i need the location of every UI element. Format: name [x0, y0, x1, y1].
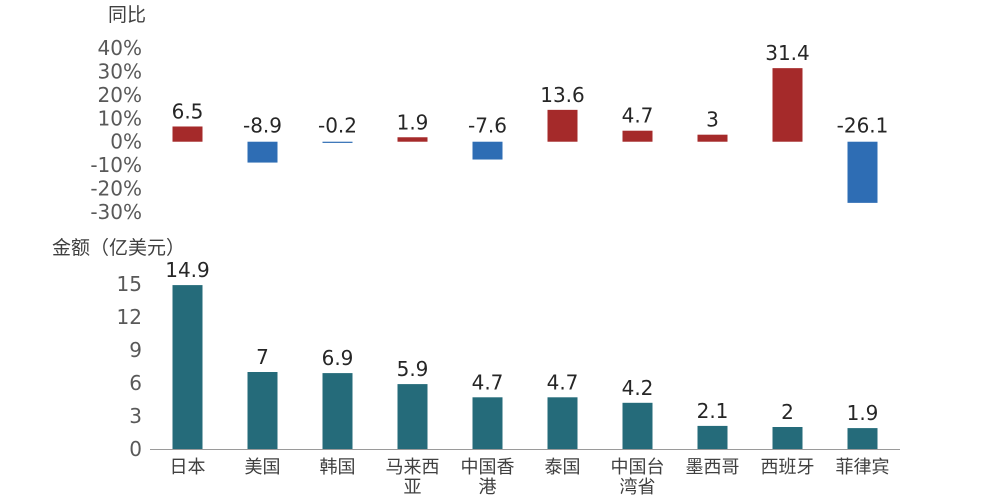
amount-data-label: 4.7 [472, 370, 504, 394]
category-label: 马来西亚 [386, 457, 440, 498]
yoy-data-label: -26.1 [837, 114, 889, 138]
yoy-data-label: 3 [706, 108, 719, 132]
amount-bar [247, 372, 278, 449]
category-label: 菲律宾 [836, 457, 890, 478]
amount-data-label: 2.1 [697, 399, 729, 423]
yoy-bar [172, 126, 203, 142]
category-label: 西班牙 [761, 457, 815, 478]
yoy-bar [622, 130, 653, 142]
yoy-tick-label: -10% [90, 153, 142, 177]
yoy-tick-label: 10% [98, 106, 142, 130]
amount-data-label: 2 [781, 400, 794, 424]
amount-bar [772, 427, 803, 449]
amount-bar [622, 402, 653, 449]
yoy-data-label: 4.7 [622, 104, 654, 128]
yoy-data-label: 13.6 [540, 83, 585, 107]
yoy-bar [547, 109, 578, 142]
amount-tick-label: 12 [117, 305, 142, 329]
amount-bar-chart: 15 12 9 6 3 0 14.9 7 6.9 5.9 4.7 4.7 4.2 2.1 2 1.9 日本 美国 韩… [117, 258, 900, 498]
yoy-bar [847, 141, 878, 203]
yoy-data-label: -0.2 [318, 114, 357, 138]
amount-bar [397, 384, 428, 449]
yoy-tick-label: 30% [98, 59, 142, 83]
yoy-tick-label: 20% [98, 83, 142, 107]
yoy-bar [772, 68, 803, 142]
amount-data-label: 5.9 [397, 357, 429, 381]
yoy-tick-label: -30% [90, 200, 142, 224]
category-label: 泰国 [545, 457, 581, 478]
category-label: 墨西哥 [686, 457, 740, 478]
yoy-tick-label: -20% [90, 177, 142, 201]
amount-tick-label: 0 [129, 437, 142, 461]
category-label: 中国香港 [461, 457, 515, 498]
yoy-data-label: -8.9 [243, 114, 282, 138]
yoy-data-label: 31.4 [765, 41, 810, 65]
amount-tick-label: 3 [129, 404, 142, 428]
yoy-data-label: 1.9 [397, 110, 429, 134]
amount-bar [847, 428, 878, 449]
amount-bar [697, 425, 728, 449]
amount-data-label: 6.9 [322, 346, 354, 370]
amount-bar [547, 397, 578, 449]
amount-tick-label: 9 [129, 338, 142, 362]
amount-tick-label: 15 [117, 272, 142, 296]
amount-bar [472, 397, 503, 449]
yoy-axis-title: 同比 [108, 4, 146, 26]
yoy-bar [472, 141, 503, 160]
yoy-data-label: -7.6 [468, 114, 507, 138]
yoy-bar-chart: 40%30%20%10%0%-10%-20%-30% 6.5 -8.9 -0.2 1.9… [90, 36, 888, 224]
amount-data-label: 7 [256, 345, 269, 369]
amount-axis-title: 金额（亿美元） [52, 237, 185, 259]
amount-data-label: 4.2 [622, 376, 654, 400]
amount-data-label: 1.9 [847, 401, 879, 425]
category-label: 韩国 [320, 457, 356, 478]
category-label: 美国 [245, 457, 281, 478]
amount-bar [322, 373, 353, 449]
yoy-bar [322, 141, 353, 143]
amount-data-label: 4.7 [547, 370, 579, 394]
yoy-tick-label: 40% [98, 36, 142, 60]
yoy-tick-label: 0% [110, 130, 142, 154]
category-label: 中国台湾省 [611, 457, 665, 498]
amount-bar [172, 285, 203, 449]
amount-data-label: 14.9 [165, 258, 210, 282]
yoy-bar [697, 134, 728, 142]
category-label: 日本 [170, 457, 206, 478]
yoy-data-label: 6.5 [172, 99, 204, 123]
amount-tick-label: 6 [129, 371, 142, 395]
yoy-bar [247, 141, 278, 163]
yoy-bar [397, 137, 428, 142]
